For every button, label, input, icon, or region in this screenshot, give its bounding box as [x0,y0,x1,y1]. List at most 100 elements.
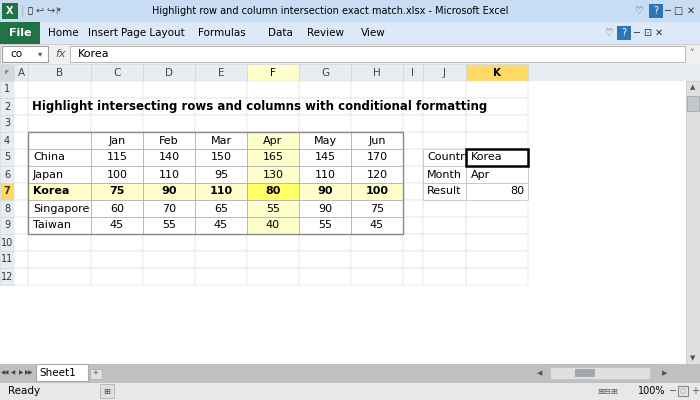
Bar [14,268,28,285]
Text: 7: 7 [4,186,10,196]
Bar [143,132,195,149]
Bar [36,364,88,381]
Bar [403,166,423,183]
Bar [90,369,102,379]
Text: Singapore: Singapore [33,204,90,214]
Text: A: A [18,68,24,78]
Text: E: E [218,68,224,78]
Bar [423,132,466,149]
Text: ▲: ▲ [690,84,696,90]
Bar [247,64,299,81]
Text: 45: 45 [110,220,124,230]
Bar [195,217,247,234]
Bar [195,200,247,217]
Bar [143,268,195,285]
Bar [195,64,247,81]
Bar [70,46,685,62]
Bar [247,149,299,166]
Bar [143,234,195,251]
Bar [14,217,28,234]
Text: 3: 3 [4,118,10,128]
Bar [91,64,143,81]
Bar [14,183,28,200]
Bar [28,200,91,217]
Bar [466,149,528,166]
Text: 8: 8 [4,204,10,214]
Bar [14,132,28,149]
Bar [143,183,195,200]
Bar [91,98,143,115]
Text: 55: 55 [162,220,176,230]
Bar [403,234,423,251]
Bar [247,183,299,200]
Bar [403,98,423,115]
Text: ✦: ✦ [93,370,99,376]
Bar [143,166,195,183]
Text: 90: 90 [317,186,332,196]
Bar [423,234,466,251]
Bar [247,166,299,183]
Bar [28,217,91,234]
Bar [0,64,14,81]
Bar [351,200,403,217]
Bar [91,217,143,234]
Text: 40: 40 [266,220,280,230]
Text: Review: Review [307,28,344,38]
Text: 110: 110 [158,170,179,180]
Text: May: May [314,136,337,146]
Text: ◀◀: ◀◀ [1,370,9,376]
Bar [351,234,403,251]
Bar [28,115,91,132]
Bar [195,115,247,132]
Text: Highlight intersecting rows and columns with conditional formatting: Highlight intersecting rows and columns … [32,100,487,113]
Text: 100: 100 [365,186,389,196]
Text: 55: 55 [318,220,332,230]
Bar [423,115,466,132]
Bar [91,81,143,98]
Bar [247,268,299,285]
Bar [247,81,299,98]
Bar [0,183,14,200]
Bar [143,217,195,234]
Text: 150: 150 [211,152,232,162]
Bar [91,166,143,183]
Text: ✕: ✕ [655,28,663,38]
Bar [423,200,466,217]
Text: ˅: ˅ [690,49,694,59]
Text: 5: 5 [4,152,10,162]
Bar [0,22,40,44]
Bar [299,64,351,81]
Bar [299,115,351,132]
Text: Highlight row and column intersection exact match.xlsx - Microsoft Excel: Highlight row and column intersection ex… [152,6,508,16]
Bar [0,268,14,285]
Text: ◤: ◤ [5,70,9,75]
Bar [0,115,14,132]
Bar [0,234,14,251]
Text: F: F [270,68,276,78]
Bar [299,217,351,234]
Text: 75: 75 [109,186,125,196]
Text: ◀: ◀ [538,370,542,376]
Text: Apr: Apr [471,170,490,180]
Bar [247,200,299,217]
Text: J: J [443,68,446,78]
Bar [143,115,195,132]
Bar [28,132,91,149]
Bar [299,81,351,98]
Bar [686,81,700,364]
Bar [351,217,403,234]
Bar [423,98,466,115]
Text: Insert: Insert [88,28,118,38]
Bar [466,98,528,115]
Bar [28,234,91,251]
Text: 95: 95 [214,170,228,180]
Bar [0,44,700,64]
Bar [143,183,195,200]
Text: ♡: ♡ [603,28,612,38]
Text: ↪: ↪ [46,6,54,16]
Text: 2: 2 [4,102,10,112]
Bar [649,4,663,18]
Bar [247,251,299,268]
Text: 10: 10 [1,238,13,248]
Bar [351,251,403,268]
